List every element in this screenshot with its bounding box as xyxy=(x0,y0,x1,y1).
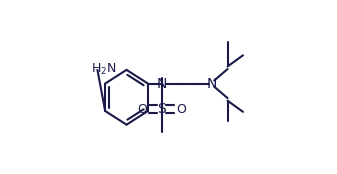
Text: H$_2$N: H$_2$N xyxy=(91,62,116,77)
Text: O: O xyxy=(176,103,186,116)
Text: N: N xyxy=(156,77,167,91)
Text: O: O xyxy=(137,103,147,116)
Text: N: N xyxy=(207,77,217,91)
Text: S: S xyxy=(157,102,166,116)
